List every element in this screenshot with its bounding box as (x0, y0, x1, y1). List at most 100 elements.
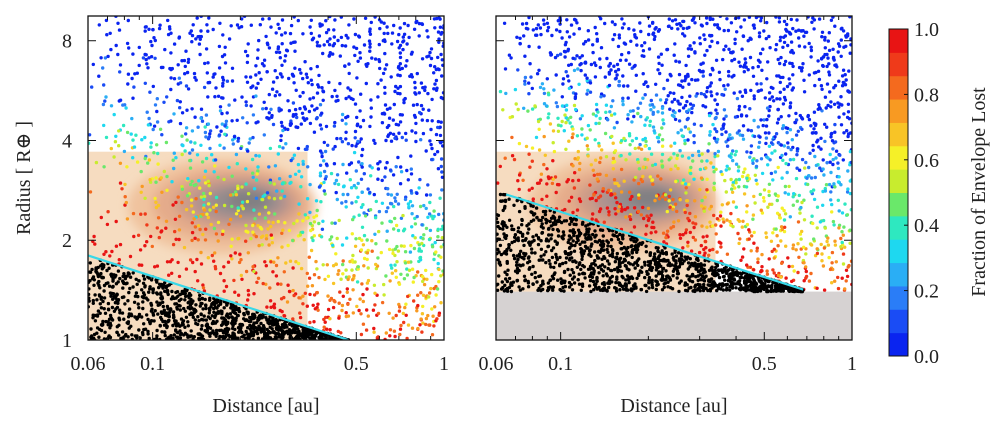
planet-point (652, 225, 656, 230)
planet-point (384, 209, 389, 214)
planet-point (576, 67, 580, 71)
planet-point (698, 167, 703, 172)
planet-point (172, 166, 176, 171)
planet-point (829, 132, 833, 136)
planet-point (344, 268, 348, 272)
planet-point (595, 177, 599, 181)
planet-point (280, 63, 284, 67)
bare-core-point (107, 266, 111, 270)
planet-point (440, 170, 444, 174)
bare-core-point (142, 327, 146, 332)
planet-point (846, 187, 850, 191)
planet-point (728, 219, 732, 224)
planet-point (206, 29, 210, 33)
planet-point (673, 18, 678, 22)
bare-core-point (659, 251, 663, 255)
planet-point (223, 132, 227, 136)
planet-point (254, 94, 258, 98)
planet-point (199, 107, 204, 111)
planet-point (386, 133, 391, 137)
planet-point (716, 154, 720, 158)
planet-point (427, 323, 431, 327)
planet-point (786, 141, 790, 145)
planet-point (297, 296, 301, 300)
planet-point (132, 145, 137, 149)
planet-point (547, 93, 551, 97)
planet-point (745, 222, 750, 227)
planet-point (104, 95, 108, 99)
planet-point (256, 120, 260, 124)
planet-point (372, 283, 377, 287)
planet-point (403, 96, 407, 101)
planet-point (716, 149, 721, 154)
planet-point (585, 92, 589, 96)
planet-point (810, 214, 814, 218)
planet-point (221, 75, 225, 80)
bare-core-point (153, 309, 157, 313)
planet-point (796, 242, 800, 246)
planet-point (296, 146, 301, 151)
planet-point (387, 116, 392, 120)
planet-point (752, 134, 757, 139)
planet-point (168, 260, 173, 264)
bare-core-point (193, 318, 197, 322)
planet-point (257, 71, 261, 75)
planet-point (840, 84, 845, 88)
planet-point (260, 62, 265, 66)
bare-core-point (293, 329, 297, 333)
planet-point (194, 37, 198, 41)
planet-point (687, 156, 691, 160)
bare-core-point (189, 329, 193, 333)
planet-point (102, 252, 106, 256)
planet-point (185, 138, 189, 142)
bare-core-point (128, 275, 133, 279)
planet-point (723, 178, 727, 183)
planet-point (272, 260, 276, 264)
bare-core-point (178, 332, 183, 337)
planet-point (733, 37, 737, 41)
planet-point (357, 213, 361, 217)
planet-point (323, 277, 327, 282)
bare-core-point (205, 329, 210, 333)
planet-point (347, 162, 352, 167)
bare-core-point (179, 297, 183, 301)
planet-point (714, 167, 718, 171)
planet-point (131, 211, 136, 216)
planet-point (840, 276, 844, 280)
planet-point (205, 23, 209, 27)
planet-point (737, 241, 741, 246)
planet-point (356, 59, 360, 63)
planet-point (641, 49, 646, 53)
planet-point (658, 71, 662, 76)
planet-point (522, 106, 526, 111)
planet-point (150, 244, 154, 249)
planet-point (207, 16, 211, 20)
bare-core-point (242, 317, 246, 321)
bare-core-point (175, 335, 179, 339)
planet-point (518, 41, 522, 46)
planet-point (146, 66, 150, 70)
planet-point (424, 316, 429, 321)
planet-point (776, 244, 780, 248)
planet-point (310, 82, 314, 87)
planet-point (437, 280, 441, 284)
planet-point (569, 115, 573, 120)
planet-point (604, 103, 609, 107)
planet-point (655, 135, 660, 140)
planet-point (204, 113, 209, 117)
bare-core-point (232, 335, 236, 340)
planet-point (268, 146, 273, 151)
planet-point (809, 271, 813, 276)
planet-point (644, 232, 648, 236)
planet-point (582, 42, 586, 46)
planet-point (762, 29, 766, 33)
planet-point (402, 244, 406, 248)
planet-point (183, 64, 187, 69)
planet-point (283, 221, 287, 225)
planet-point (125, 41, 130, 46)
planet-point (418, 204, 423, 209)
bare-core-point (662, 285, 666, 289)
planet-point (340, 308, 344, 313)
planet-point (351, 253, 355, 258)
planet-point (376, 311, 381, 316)
